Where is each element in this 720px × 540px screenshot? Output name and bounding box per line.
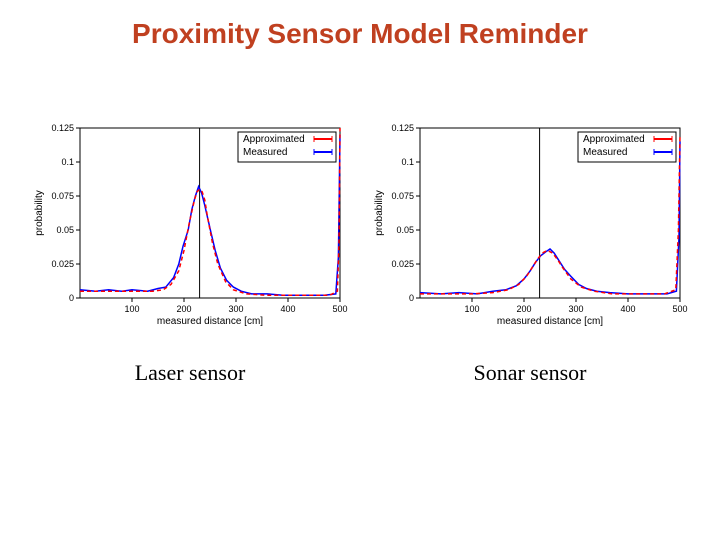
- svg-text:500: 500: [672, 304, 687, 314]
- captions-row: Laser sensor Sonar sensor: [0, 360, 720, 386]
- svg-text:Approximated: Approximated: [583, 134, 645, 145]
- svg-text:0.1: 0.1: [61, 157, 74, 167]
- svg-text:probability: probability: [34, 190, 45, 236]
- caption-sonar: Sonar sensor: [370, 360, 690, 386]
- svg-text:0.075: 0.075: [51, 191, 74, 201]
- svg-text:500: 500: [332, 304, 347, 314]
- svg-text:Approximated: Approximated: [243, 134, 305, 145]
- svg-text:0: 0: [409, 293, 414, 303]
- svg-text:400: 400: [280, 304, 295, 314]
- svg-text:200: 200: [516, 304, 531, 314]
- svg-text:0.05: 0.05: [56, 225, 74, 235]
- svg-text:100: 100: [124, 304, 139, 314]
- svg-text:300: 300: [568, 304, 583, 314]
- svg-text:0.125: 0.125: [51, 123, 74, 133]
- svg-text:0: 0: [69, 293, 74, 303]
- svg-text:0.125: 0.125: [391, 123, 414, 133]
- charts-row: 100 200 300 400 500 0 0.025 0.05 0.075 0.1 0.125 me…: [0, 120, 720, 330]
- svg-text:probability: probability: [374, 190, 385, 236]
- svg-text:measured distance [cm]: measured distance [cm]: [157, 316, 263, 327]
- svg-text:0.05: 0.05: [396, 225, 414, 235]
- svg-text:400: 400: [620, 304, 635, 314]
- svg-text:measured distance [cm]: measured distance [cm]: [497, 316, 603, 327]
- svg-text:0.1: 0.1: [401, 157, 414, 167]
- svg-text:0.075: 0.075: [391, 191, 414, 201]
- svg-text:0.025: 0.025: [51, 259, 74, 269]
- svg-text:Measured: Measured: [583, 147, 627, 158]
- svg-text:300: 300: [228, 304, 243, 314]
- slide-title: Proximity Sensor Model Reminder: [0, 0, 720, 50]
- svg-text:200: 200: [176, 304, 191, 314]
- svg-text:Measured: Measured: [243, 147, 287, 158]
- svg-text:100: 100: [464, 304, 479, 314]
- svg-text:0.025: 0.025: [391, 259, 414, 269]
- laser-chart: 100 200 300 400 500 0 0.025 0.05 0.075 0.1 0.125 me…: [30, 120, 350, 330]
- caption-laser: Laser sensor: [30, 360, 350, 386]
- sonar-chart: 100 200 300 400 500 0 0.025 0.05 0.075 0.1 0.125 me…: [370, 120, 690, 330]
